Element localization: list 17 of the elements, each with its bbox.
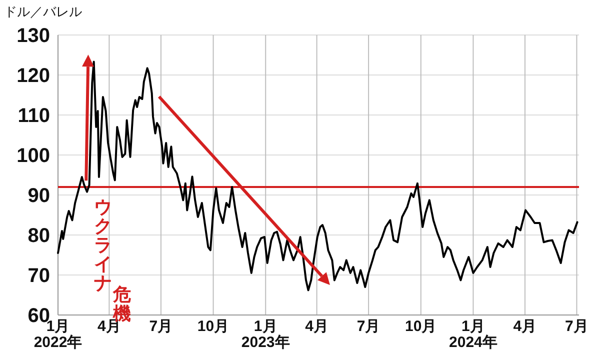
x-tick-label: 7月 [149,318,173,335]
x-tick-label: 4月 [513,318,537,335]
x-tick-label: 10月 [405,318,437,335]
x-tick-label: 1月 2024年 [449,318,498,350]
x-tick-label: 4月 [305,318,328,335]
x-tick-label: 7月 [356,318,380,335]
x-tick-label: 1月 2023年 [241,318,290,350]
y-axis-title: ドル／バレル [4,4,82,19]
y-tick-label: 90 [28,185,50,207]
y-tick-label: 70 [28,265,50,287]
x-tick-label: 10月 [197,318,230,335]
y-tick-label: 130 [16,25,50,47]
y-tick-label: 80 [28,225,50,247]
y-tick-label: 100 [16,145,50,167]
x-tick-label: 7月 [565,318,588,335]
y-tick-label: 120 [16,65,50,87]
y-tick-label: 110 [18,105,50,127]
